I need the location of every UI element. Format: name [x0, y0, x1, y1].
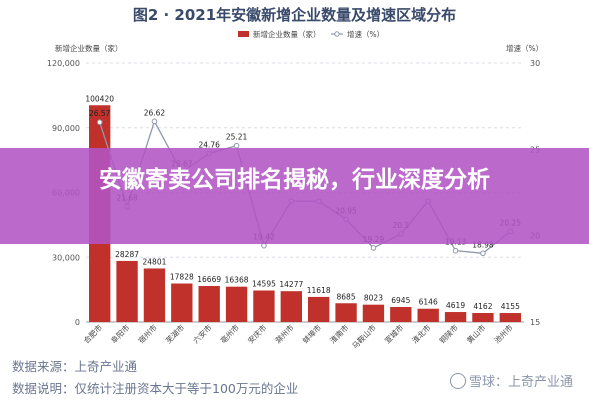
- data-source-note: 数据来源：上奇产业通: [12, 359, 138, 374]
- bar-value-label: 14595: [252, 279, 276, 288]
- right-axis-title: 增速（%）: [506, 43, 543, 53]
- legend-line-marker: [334, 31, 340, 37]
- bar-value-label: 16669: [197, 275, 221, 284]
- category-label: 六安市: [191, 322, 214, 345]
- headline-text: 安徽寄卖公司排名揭秘，行业深度分析: [99, 167, 490, 193]
- left-axis-tick-label: 0: [75, 318, 80, 327]
- category-label: 蚌埠市: [300, 322, 323, 345]
- bar: [499, 313, 521, 322]
- watermark: 雪球：上奇产业通: [449, 371, 573, 390]
- bar-value-label: 4155: [501, 302, 520, 311]
- bar-value-label: 28287: [115, 250, 139, 259]
- bar: [390, 307, 412, 322]
- bar: [308, 296, 330, 322]
- category-label: 铜陵市: [437, 322, 460, 345]
- category-label: 阜阳市: [108, 322, 131, 345]
- bar: [280, 291, 302, 322]
- headline-banner: 安徽寄卖公司排名揭秘，行业深度分析: [0, 148, 589, 244]
- left-axis-tick-label: 120,000: [47, 59, 80, 68]
- growth-rate-label: 26.62: [144, 108, 166, 117]
- growth-rate-label: 25.21: [226, 133, 248, 142]
- category-label: 合肥市: [81, 322, 104, 345]
- bar: [362, 304, 385, 322]
- watermark-text: 雪球：上奇产业通: [468, 375, 573, 390]
- data-description-note: 数据说明：仅统计注册资本大于等于100万元的企业: [12, 381, 299, 396]
- bar: [417, 308, 439, 322]
- category-label: 亳州市: [218, 322, 241, 345]
- bar: [444, 312, 467, 322]
- growth-rate-label: 18.98: [472, 240, 494, 249]
- bar-value-label: 8685: [337, 292, 356, 301]
- bar: [171, 283, 193, 322]
- growth-rate-point: [452, 247, 459, 254]
- bar-value-label: 11618: [307, 286, 331, 295]
- growth-rate-point: [480, 250, 486, 257]
- category-label: 淮北市: [410, 322, 433, 345]
- growth-rate-point: [370, 245, 377, 251]
- category-label: 宣城市: [382, 322, 405, 345]
- left-axis-tick-label: 90,000: [52, 124, 80, 133]
- bar-value-label: 4162: [473, 302, 492, 311]
- legend-line-label: 增速（%）: [347, 29, 384, 39]
- growth-rate-point: [151, 118, 158, 125]
- category-label: 安庆市: [245, 322, 268, 345]
- bar: [143, 268, 166, 322]
- bar-value-label: 6146: [419, 298, 438, 307]
- bar-value-label: 17828: [170, 273, 194, 282]
- category-label: 滁州市: [273, 322, 296, 345]
- bar: [335, 303, 357, 322]
- bar-value-label: 24801: [143, 257, 167, 266]
- growth-rate-point: [261, 242, 267, 249]
- right-axis-tick-label: 30: [530, 59, 540, 68]
- legend-bar-label: 新增企业数量（家）: [253, 29, 321, 39]
- left-axis-title: 新增企业数量（家）: [55, 43, 123, 53]
- bar: [253, 290, 275, 322]
- bar: [225, 286, 248, 322]
- legend-bar-swatch: [238, 31, 249, 37]
- bar-value-label: 6945: [391, 296, 410, 305]
- bar-value-label: 16368: [225, 276, 249, 285]
- bar: [472, 313, 494, 322]
- bar-value-label: 8023: [364, 294, 383, 303]
- left-axis-tick-label: 30,000: [52, 253, 80, 262]
- category-label: 池州市: [492, 322, 515, 345]
- category-label: 芜湖市: [163, 322, 186, 345]
- bar-value-label: 4619: [446, 301, 465, 310]
- growth-rate-point: [96, 119, 103, 126]
- bar: [198, 286, 220, 322]
- chart-title: 图2 · 2021年安徽新增企业数量及增速区域分布: [132, 6, 457, 24]
- bar-value-label: 100420: [85, 94, 114, 103]
- category-label: 淮南市: [327, 322, 350, 345]
- right-axis-tick-label: 15: [530, 318, 540, 327]
- growth-rate-label: 26.57: [89, 109, 111, 118]
- category-label: 马鞍山市: [350, 322, 379, 351]
- category-label: 黄山市: [464, 322, 487, 345]
- bar: [116, 260, 138, 322]
- category-label: 宿州市: [136, 322, 159, 345]
- snowball-logo-icon: [449, 373, 466, 389]
- bar-value-label: 14277: [279, 280, 303, 289]
- growth-rate-label: 24.76: [198, 140, 220, 149]
